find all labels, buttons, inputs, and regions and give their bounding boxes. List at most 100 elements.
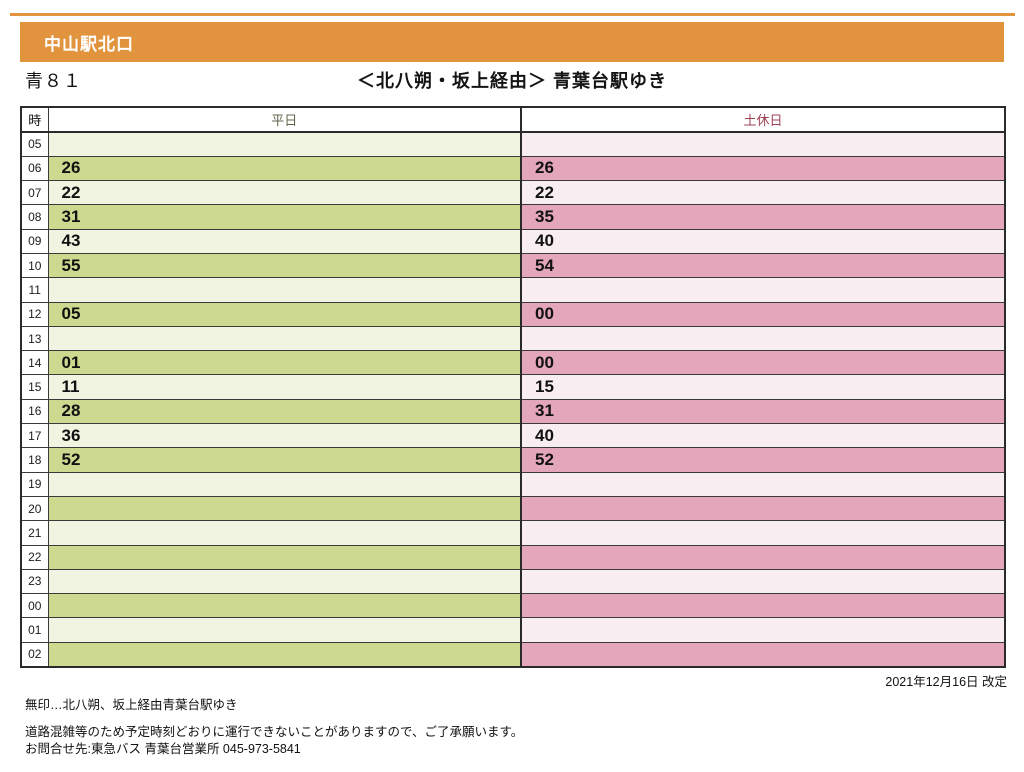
holiday-times-cell: 52 [520, 447, 1006, 473]
weekday-times-cell [47, 617, 522, 643]
holiday-times-cell [520, 495, 1006, 522]
timetable-row: 12 05 00 [20, 301, 1006, 327]
holiday-times-cell [520, 131, 1006, 157]
holiday-times-cell: 00 [520, 301, 1006, 327]
hour-cell: 22 [20, 544, 49, 570]
holiday-times-cell: 00 [520, 350, 1006, 376]
route-number: 青８１ [25, 71, 82, 91]
weekday-times-cell: 52 [47, 447, 522, 473]
stop-name: 中山駅北口 [44, 34, 134, 54]
holiday-times-cell: 31 [520, 398, 1006, 425]
holiday-times-cell [520, 641, 1006, 668]
timetable-row: 07 22 22 [20, 180, 1006, 206]
weekday-times-cell: 31 [47, 204, 522, 230]
timetable-row: 05 [20, 131, 1006, 157]
timetable-row: 02 [20, 641, 1006, 668]
hour-cell: 15 [20, 374, 49, 400]
weekday-times-cell: 11 [47, 374, 522, 400]
hour-cell: 17 [20, 423, 49, 449]
hour-cell: 09 [20, 228, 49, 254]
hour-cell: 14 [20, 350, 49, 376]
timetable-row: 17 36 40 [20, 423, 1006, 449]
timetable-row: 20 [20, 495, 1006, 522]
hour-cell: 11 [20, 277, 49, 303]
timetable-row: 08 31 35 [20, 204, 1006, 230]
timetable-row: 16 28 31 [20, 398, 1006, 425]
holiday-times-cell [520, 471, 1006, 497]
holiday-times-cell [520, 617, 1006, 643]
stop-name-header: 中山駅北口 [20, 22, 1004, 62]
weekday-times-cell: 22 [47, 180, 522, 206]
hour-cell: 13 [20, 325, 49, 352]
weekday-times-cell [47, 131, 522, 157]
route-title-line: 青８１ ＜北八朔・坂上経由＞ 青葉台駅ゆき [20, 67, 1004, 91]
holiday-times-cell: 26 [520, 155, 1006, 182]
timetable-row: 01 [20, 617, 1006, 643]
top-accent-rule [10, 13, 1015, 16]
legend-note: 無印…北八朔、坂上経由青葉台駅ゆき [25, 698, 238, 712]
contact-note: お問合せ先:東急バス 青葉台営業所 045-973-5841 [25, 742, 301, 756]
hour-cell: 12 [20, 301, 49, 327]
weekday-times-cell: 26 [47, 155, 522, 182]
weekday-times-cell [47, 495, 522, 522]
timetable-row: 00 [20, 593, 1006, 619]
timetable-row: 11 [20, 277, 1006, 303]
timetable-row: 22 [20, 544, 1006, 570]
timetable-header-row: 時 平日 土休日 [20, 106, 1006, 133]
timetable-row: 14 01 00 [20, 350, 1006, 376]
weekday-times-cell [47, 471, 522, 497]
hour-cell: 02 [20, 641, 49, 668]
timetable-row: 13 [20, 325, 1006, 352]
weekday-times-cell: 36 [47, 423, 522, 449]
caution-note: 道路混雑等のため予定時刻どおりに運行できないことがありますので、ご了承願います。 [25, 725, 524, 739]
weekday-times-cell: 43 [47, 228, 522, 254]
holiday-times-cell [520, 544, 1006, 570]
holiday-times-cell: 40 [520, 423, 1006, 449]
timetable-row: 18 52 52 [20, 447, 1006, 473]
hour-cell: 16 [20, 398, 49, 425]
weekday-times-cell: 05 [47, 301, 522, 327]
holiday-times-cell: 15 [520, 374, 1006, 400]
hour-cell: 10 [20, 252, 49, 279]
timetable: 時 平日 土休日 05 06 26 26 07 22 22 08 31 35 0… [20, 106, 1006, 668]
destination-title: ＜北八朔・坂上経由＞ 青葉台駅ゆき [357, 71, 667, 91]
holiday-times-cell: 54 [520, 252, 1006, 279]
weekday-times-cell [47, 277, 522, 303]
holiday-times-cell [520, 520, 1006, 546]
hour-cell: 21 [20, 520, 49, 546]
timetable-row: 19 [20, 471, 1006, 497]
hour-cell: 01 [20, 617, 49, 643]
hour-cell: 20 [20, 495, 49, 522]
weekday-times-cell: 01 [47, 350, 522, 376]
weekday-times-cell [47, 520, 522, 546]
timetable-row: 09 43 40 [20, 228, 1006, 254]
holiday-column-header: 土休日 [520, 106, 1006, 133]
timetable-row: 10 55 54 [20, 252, 1006, 279]
timetable-row: 23 [20, 568, 1006, 595]
hour-cell: 19 [20, 471, 49, 497]
hour-cell: 07 [20, 180, 49, 206]
holiday-times-cell: 35 [520, 204, 1006, 230]
weekday-times-cell [47, 593, 522, 619]
hour-cell: 00 [20, 593, 49, 619]
revision-date: 2021年12月16日 改定 [885, 675, 1007, 689]
hour-cell: 06 [20, 155, 49, 182]
holiday-times-cell: 22 [520, 180, 1006, 206]
holiday-times-cell: 40 [520, 228, 1006, 254]
hour-column-header: 時 [20, 106, 49, 133]
hour-cell: 23 [20, 568, 49, 595]
hour-cell: 08 [20, 204, 49, 230]
weekday-column-header: 平日 [47, 106, 522, 133]
weekday-times-cell [47, 544, 522, 570]
weekday-times-cell [47, 641, 522, 668]
hour-cell: 18 [20, 447, 49, 473]
holiday-times-cell [520, 568, 1006, 595]
hour-cell: 05 [20, 131, 49, 157]
holiday-times-cell [520, 325, 1006, 352]
holiday-times-cell [520, 277, 1006, 303]
weekday-times-cell [47, 568, 522, 595]
holiday-times-cell [520, 593, 1006, 619]
timetable-row: 21 [20, 520, 1006, 546]
timetable-row: 15 11 15 [20, 374, 1006, 400]
